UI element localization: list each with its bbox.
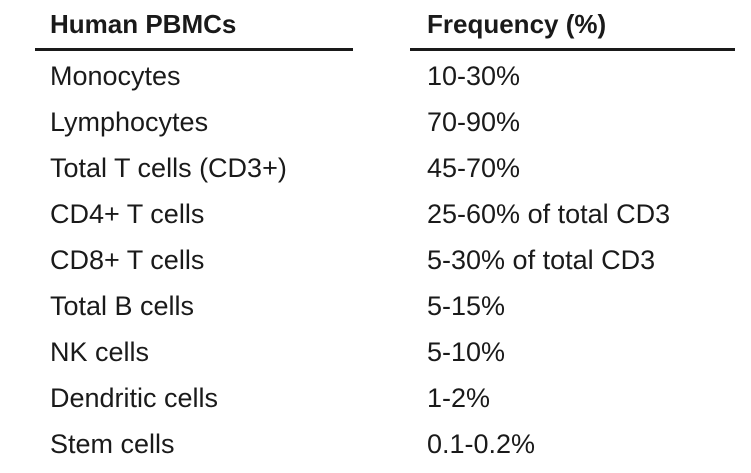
cell-type: NK cells xyxy=(50,337,150,367)
cell-type: Lymphocytes xyxy=(50,107,209,137)
frequency: 45-70% xyxy=(427,153,521,183)
cell-type: Total T cells (CD3+) xyxy=(50,153,287,183)
frequency: 5-15% xyxy=(427,291,506,321)
cell-type: Total B cells xyxy=(50,291,195,321)
header-rule xyxy=(35,48,353,51)
cell-type: Monocytes xyxy=(50,61,181,91)
header-cell: Human PBMCs xyxy=(50,9,237,39)
header-cell: Frequency (%) xyxy=(427,9,607,39)
cell-type: CD4+ T cells xyxy=(50,199,205,229)
frequency: 70-90% xyxy=(427,107,521,137)
header-rule xyxy=(410,48,735,51)
frequency: 0.1-0.2% xyxy=(427,429,536,459)
frequency: 1-2% xyxy=(427,383,491,413)
cell-type: Stem cells xyxy=(50,429,175,459)
cell-type: Dendritic cells xyxy=(50,383,219,413)
frequency: 25-60% of total CD3 xyxy=(427,199,671,229)
cell-type: CD8+ T cells xyxy=(50,245,205,275)
frequency: 10-30% xyxy=(427,61,521,91)
frequency: 5-30% of total CD3 xyxy=(427,245,656,275)
frequency: 5-10% xyxy=(427,337,506,367)
